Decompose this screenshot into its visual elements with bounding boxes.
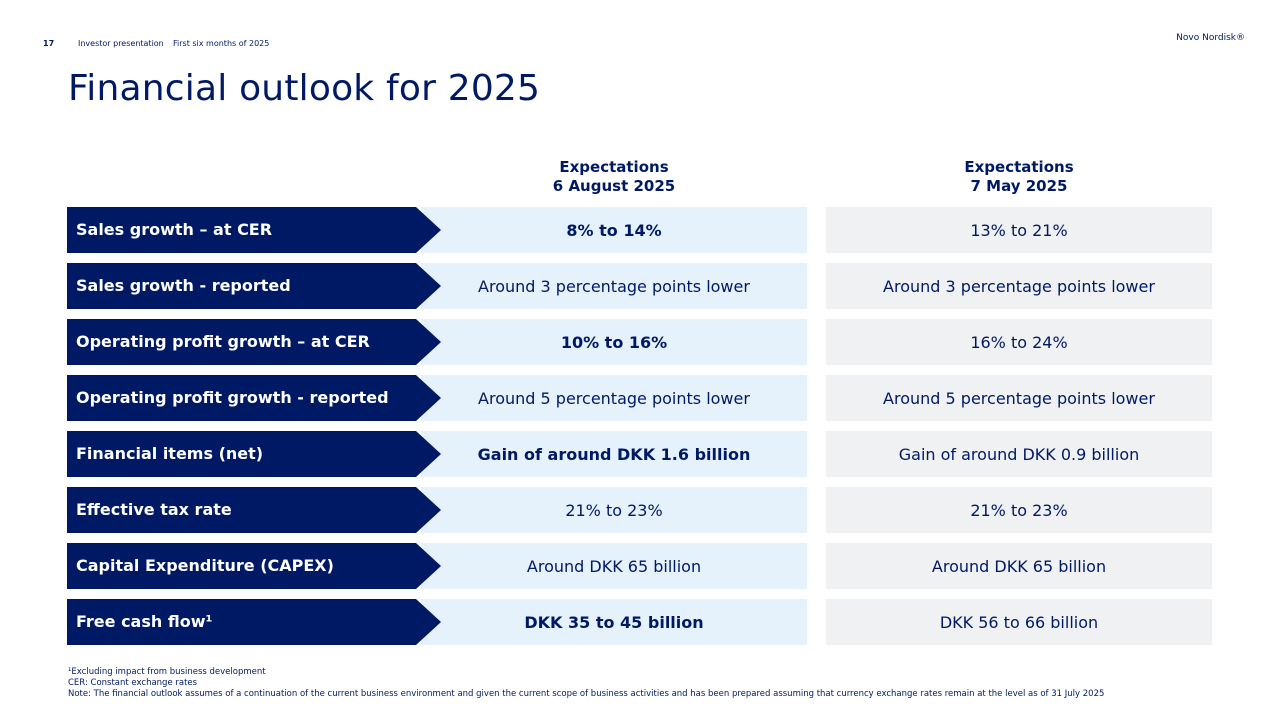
cell-current: Around 3 percentage points lower <box>421 263 807 309</box>
cell-current-value: 8% to 14% <box>566 220 662 240</box>
footnote-disclaimer: Note: The financial outlook assumes of a… <box>68 689 1105 699</box>
cell-current-value: Around 3 percentage points lower <box>478 276 750 296</box>
footnote-cer: CER: Constant exchange rates <box>68 678 198 688</box>
row-label: Operating profit growth - reported <box>76 388 389 407</box>
cell-previous: Around 3 percentage points lower <box>826 263 1212 309</box>
column-header-current-line1: Expectations <box>559 158 669 176</box>
row-label-arrow <box>67 543 441 589</box>
table-row: 8% to 14% Sales growth – at CER 13% to 2… <box>0 207 1280 253</box>
cell-current-value: 21% to 23% <box>565 500 663 520</box>
row-label: Sales growth - reported <box>76 276 291 295</box>
cell-current: 21% to 23% <box>421 487 807 533</box>
cell-previous-value: Around 5 percentage points lower <box>883 388 1155 408</box>
column-header-current-date: 6 August 2025 <box>552 177 676 195</box>
table-row: 21% to 23% Effective tax rate 21% to 23% <box>0 487 1280 533</box>
cell-previous: Around DKK 65 billion <box>826 543 1212 589</box>
table-row: Gain of around DKK 1.6 billion Financial… <box>0 431 1280 477</box>
cell-previous: 13% to 21% <box>826 207 1212 253</box>
cell-previous: DKK 56 to 66 billion <box>826 599 1212 645</box>
cell-current-value: Gain of around DKK 1.6 billion <box>477 444 751 464</box>
cell-current: 10% to 16% <box>421 319 807 365</box>
column-header-previous-line1: Expectations <box>964 158 1074 176</box>
page-number: 17 <box>43 39 55 48</box>
cell-previous-value: Around DKK 65 billion <box>931 556 1107 576</box>
cell-current: DKK 35 to 45 billion <box>421 599 807 645</box>
page-title: Financial outlook for 2025 <box>68 68 541 109</box>
slide-header: 17 Investor presentation First six month… <box>0 33 1280 52</box>
brand-logo-text: Novo Nordisk® <box>1176 33 1245 43</box>
column-header-previous-date: 7 May 2025 <box>970 177 1068 195</box>
cell-current: 8% to 14% <box>421 207 807 253</box>
footnote-business-development: ¹Excluding impact from business developm… <box>68 667 266 677</box>
table-row: DKK 35 to 45 billion Free cash flow¹ DKK… <box>0 599 1280 645</box>
row-label: Effective tax rate <box>76 500 232 519</box>
row-label-arrow <box>67 431 441 477</box>
cell-previous-value: DKK 56 to 66 billion <box>939 612 1099 632</box>
row-label-arrow <box>67 263 441 309</box>
cell-previous-value: 13% to 21% <box>970 220 1068 240</box>
breadcrumb-period: First six months of 2025 <box>173 39 270 48</box>
column-header-previous: Expectations 7 May 2025 <box>826 158 1212 196</box>
row-label-arrow <box>67 207 441 253</box>
table-row: Around 3 percentage points lower Sales g… <box>0 263 1280 309</box>
row-label-arrow <box>67 599 441 645</box>
cell-current-value: 10% to 16% <box>560 332 668 352</box>
row-label: Operating profit growth – at CER <box>76 332 370 351</box>
row-label-arrow <box>67 319 441 365</box>
cell-current-value: Around DKK 65 billion <box>526 556 702 576</box>
cell-previous: Gain of around DKK 0.9 billion <box>826 431 1212 477</box>
cell-current: Around DKK 65 billion <box>421 543 807 589</box>
row-label: Sales growth – at CER <box>76 220 273 239</box>
row-label: Free cash flow¹ <box>76 612 213 631</box>
cell-previous-value: 16% to 24% <box>970 332 1068 352</box>
row-label: Financial items (net) <box>76 444 264 463</box>
footnotes: ¹Excluding impact from business developm… <box>68 667 1104 700</box>
cell-current: Around 5 percentage points lower <box>421 375 807 421</box>
table-row: Around DKK 65 billion Capital Expenditur… <box>0 543 1280 589</box>
cell-current-value: DKK 35 to 45 billion <box>524 612 704 632</box>
table-row: Around 5 percentage points lower Operati… <box>0 375 1280 421</box>
row-label: Capital Expenditure (CAPEX) <box>76 556 334 575</box>
cell-previous: Around 5 percentage points lower <box>826 375 1212 421</box>
column-header-current: Expectations 6 August 2025 <box>421 158 807 196</box>
cell-previous: 21% to 23% <box>826 487 1212 533</box>
cell-previous-value: 21% to 23% <box>970 500 1068 520</box>
breadcrumb-presentation: Investor presentation <box>78 39 164 48</box>
cell-previous-value: Around 3 percentage points lower <box>883 276 1155 296</box>
cell-current-value: Around 5 percentage points lower <box>478 388 750 408</box>
row-label-arrow <box>67 375 441 421</box>
table-row: 10% to 16% Operating profit growth – at … <box>0 319 1280 365</box>
cell-previous-value: Gain of around DKK 0.9 billion <box>898 444 1140 464</box>
cell-previous: 16% to 24% <box>826 319 1212 365</box>
cell-current: Gain of around DKK 1.6 billion <box>421 431 807 477</box>
row-label-arrow <box>67 487 441 533</box>
